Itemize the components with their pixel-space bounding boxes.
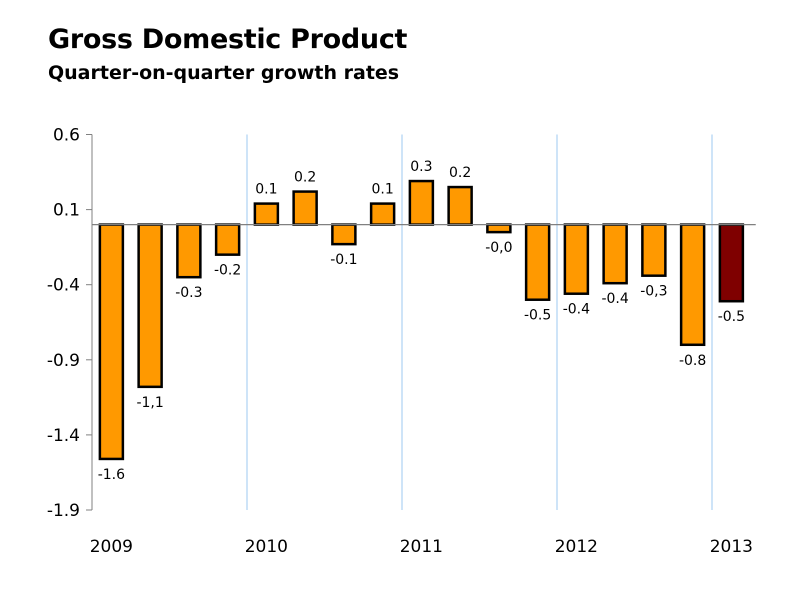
bar — [253, 202, 280, 226]
data-label: -0.5 — [524, 308, 551, 324]
data-label: -0.3 — [175, 285, 202, 301]
chart-title: Gross Domestic Product — [48, 24, 408, 55]
bar — [524, 223, 551, 301]
data-label: 0.2 — [449, 165, 471, 181]
bar — [602, 223, 628, 285]
y-tick-label: 0.6 — [53, 126, 80, 146]
data-label: 0.2 — [294, 170, 316, 186]
data-label: 0.1 — [255, 182, 277, 198]
x-tick-label: 2011 — [400, 537, 443, 557]
x-tick-label: 2010 — [245, 537, 288, 557]
data-label: -1,1 — [136, 395, 163, 411]
y-tick-label: -0.9 — [47, 351, 80, 371]
y-tick-label: -1.9 — [47, 501, 80, 521]
data-label: -0.5 — [718, 309, 745, 325]
x-tick-label: 2013 — [710, 537, 753, 557]
data-label: -0,3 — [640, 284, 667, 300]
bar — [292, 190, 318, 226]
bar — [137, 223, 163, 389]
data-label: -1.6 — [98, 467, 125, 483]
y-tick-label: -0.4 — [47, 276, 80, 296]
data-label: -0.2 — [214, 263, 241, 279]
bar — [641, 223, 667, 277]
bar — [408, 179, 435, 226]
data-label: -0.8 — [679, 353, 706, 369]
bar — [718, 223, 745, 303]
y-tick-label: 0.1 — [53, 201, 80, 221]
bar — [679, 223, 706, 347]
bar — [98, 223, 125, 461]
data-label: -0.4 — [601, 291, 628, 307]
bar — [486, 223, 512, 234]
y-tick-label: -1.4 — [47, 426, 80, 446]
data-label: 0.1 — [371, 182, 393, 198]
bar — [331, 223, 357, 246]
bar — [369, 202, 396, 226]
bar — [447, 185, 473, 226]
data-label: -0.1 — [330, 252, 357, 268]
data-label: -0,0 — [485, 240, 512, 256]
bar — [214, 223, 241, 256]
chart-subtitle: Quarter-on-quarter growth rates — [48, 62, 400, 84]
x-tick-label: 2009 — [90, 537, 133, 557]
data-label: -0.4 — [563, 302, 590, 318]
bar — [563, 223, 590, 295]
data-label: 0.3 — [410, 159, 432, 175]
bar — [176, 223, 202, 279]
x-tick-label: 2012 — [555, 537, 598, 557]
